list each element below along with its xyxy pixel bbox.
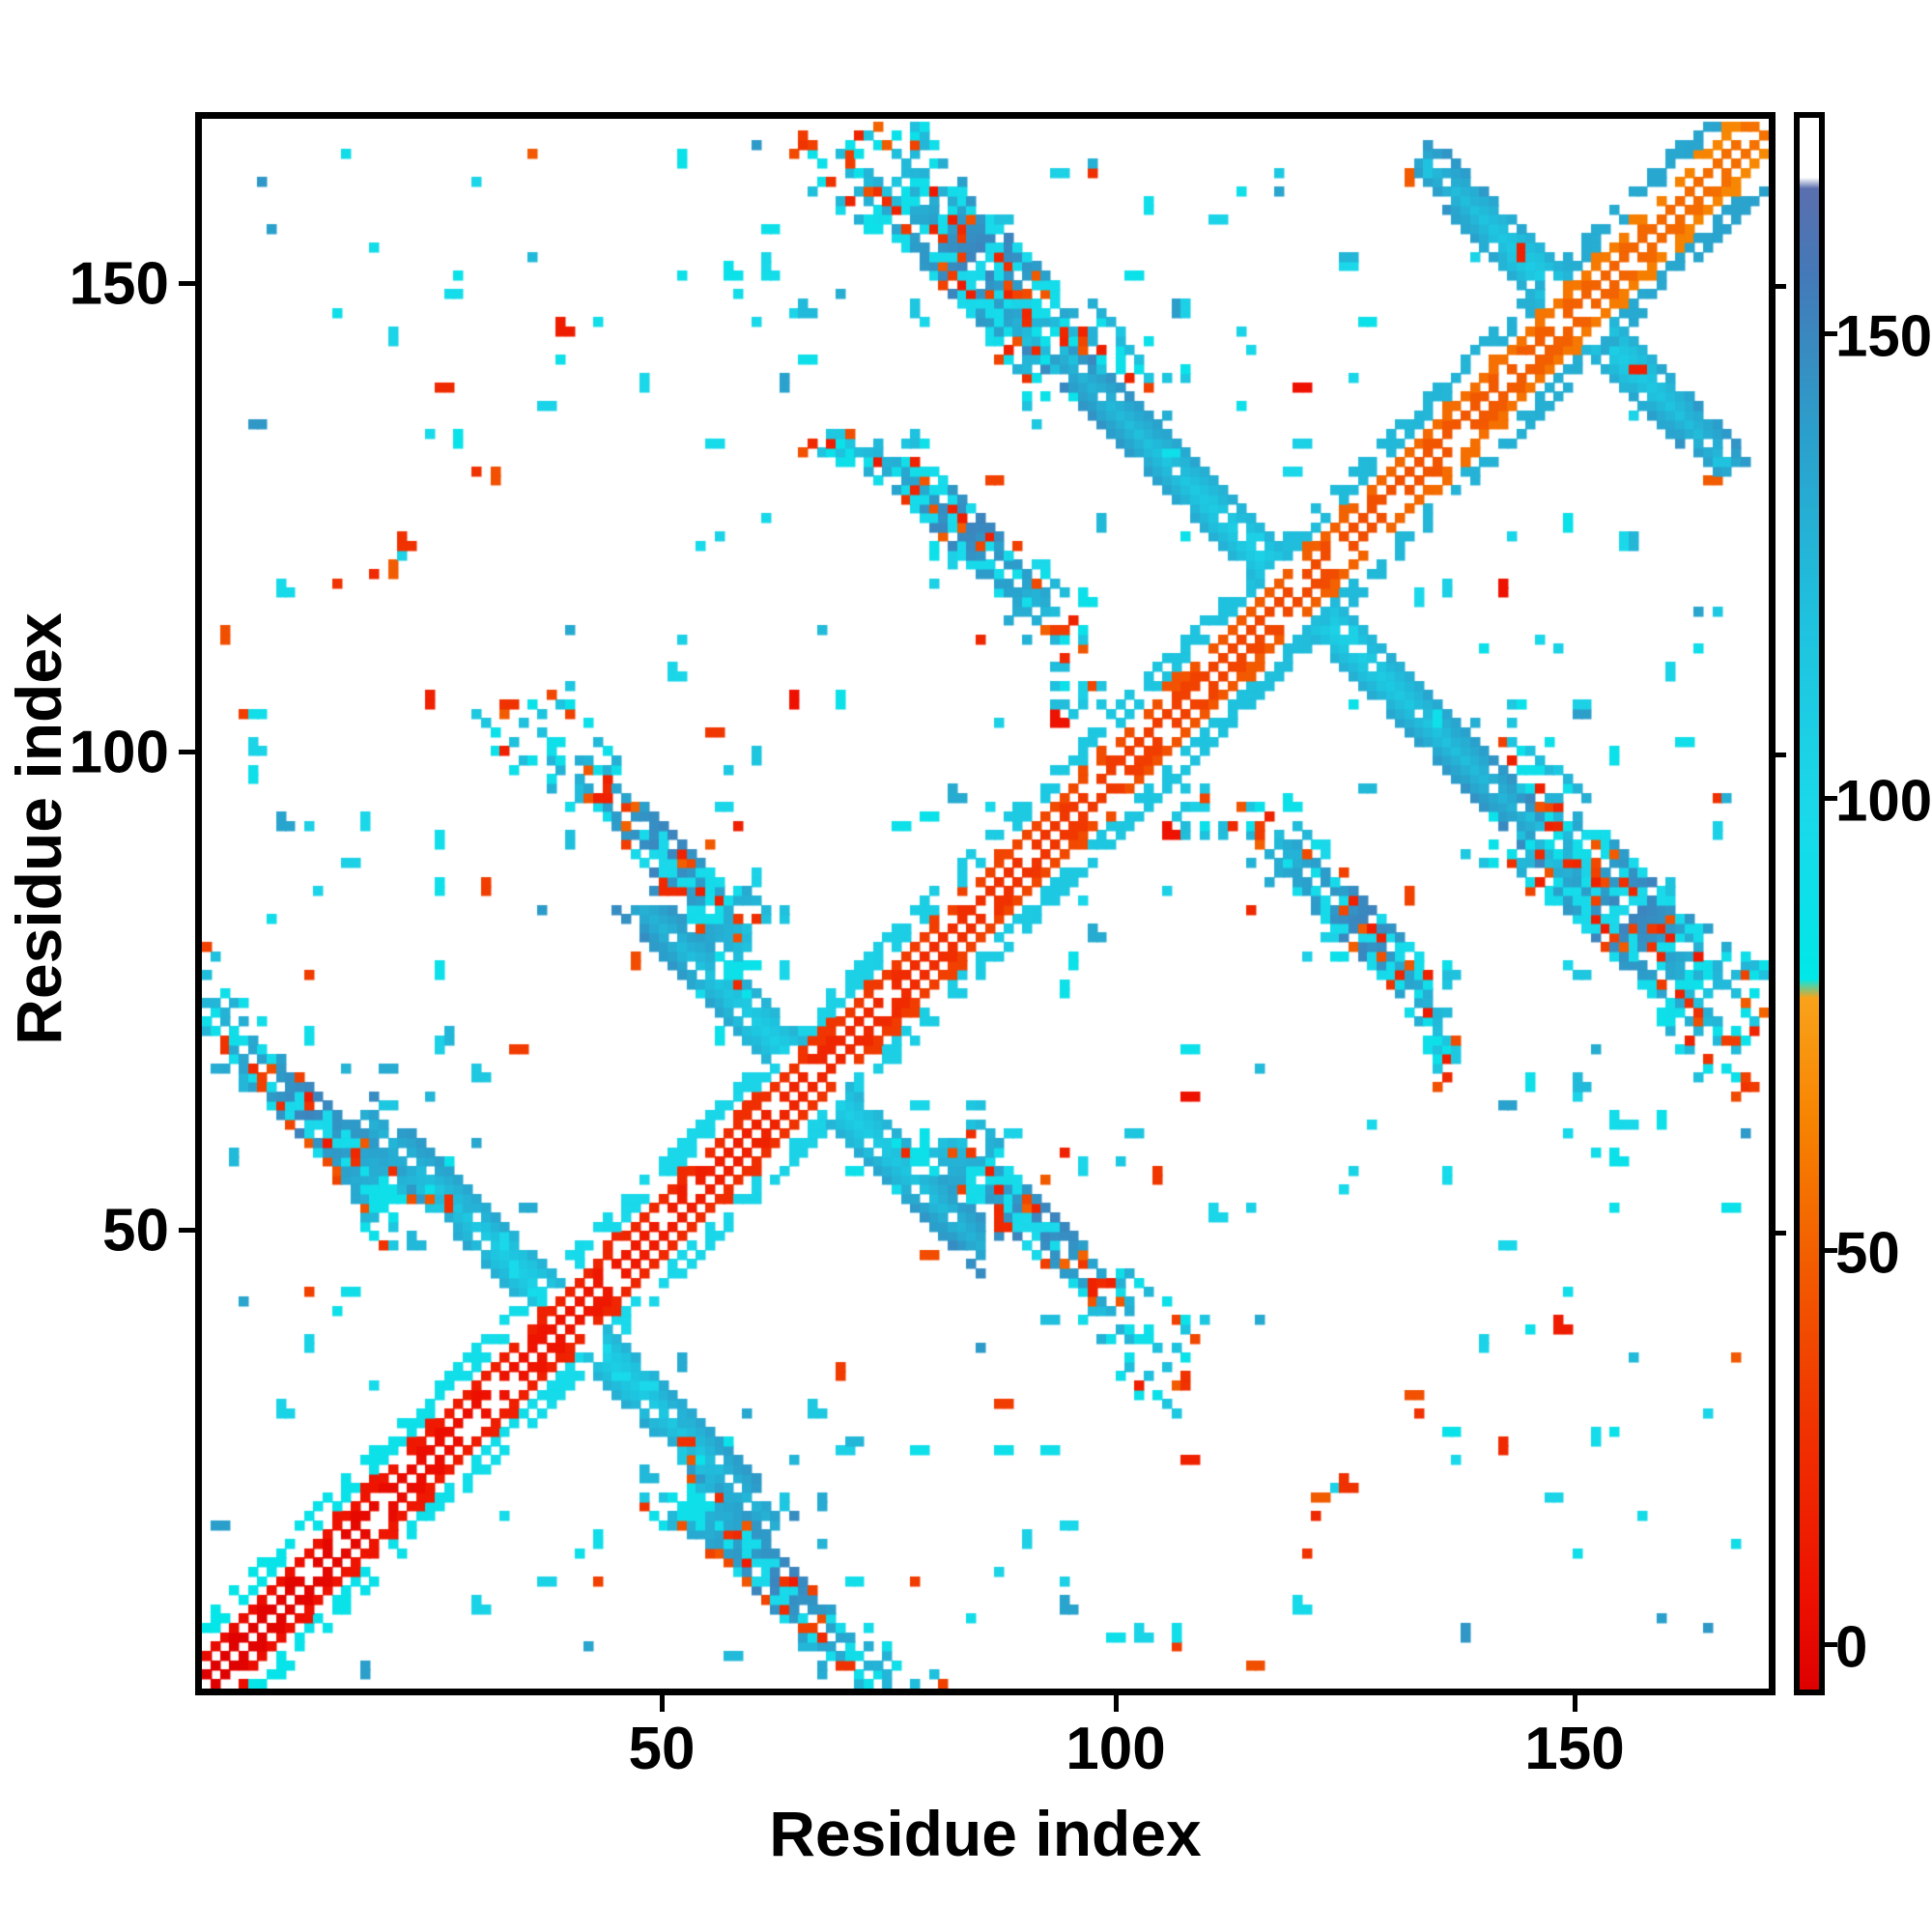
contact-map-heatmap: [202, 119, 1769, 1689]
colorbar-tick-50: [1825, 1248, 1837, 1253]
x-tick-100: [1114, 1695, 1119, 1712]
x-ticklabel-150: 150: [1524, 1716, 1625, 1782]
colorbar-outer-tick-3: [1776, 1231, 1786, 1236]
contact-map-plot-area: [195, 112, 1776, 1695]
colorbar-outer-tick-1: [1776, 284, 1786, 289]
y-ticklabel-50: 50: [102, 1197, 169, 1264]
x-tick-150: [1573, 1695, 1577, 1712]
y-tick-100: [179, 750, 195, 754]
y-axis-title: Residue index: [3, 612, 74, 1045]
y-ticklabel-100: 100: [69, 719, 169, 786]
x-axis-title: Residue index: [769, 1798, 1202, 1869]
colorbar-tick-0: [1825, 1642, 1837, 1647]
colorbar-tick-100: [1825, 796, 1837, 801]
colorbar-outer-tick-2: [1776, 753, 1786, 757]
colorbar: [1794, 112, 1825, 1695]
colorbar-label-50: 50: [1835, 1220, 1900, 1286]
colorbar-label-100: 100: [1835, 768, 1932, 834]
x-tick-50: [660, 1695, 665, 1712]
colorbar-gradient: [1800, 118, 1819, 1690]
y-tick-50: [179, 1228, 195, 1233]
x-ticklabel-100: 100: [1065, 1716, 1166, 1782]
colorbar-label-0: 0: [1835, 1614, 1868, 1680]
colorbar-tick-150: [1825, 331, 1837, 336]
y-ticklabel-150: 150: [69, 250, 169, 318]
colorbar-label-150: 150: [1835, 303, 1932, 369]
y-tick-150: [179, 281, 195, 286]
x-ticklabel-50: 50: [628, 1716, 696, 1782]
